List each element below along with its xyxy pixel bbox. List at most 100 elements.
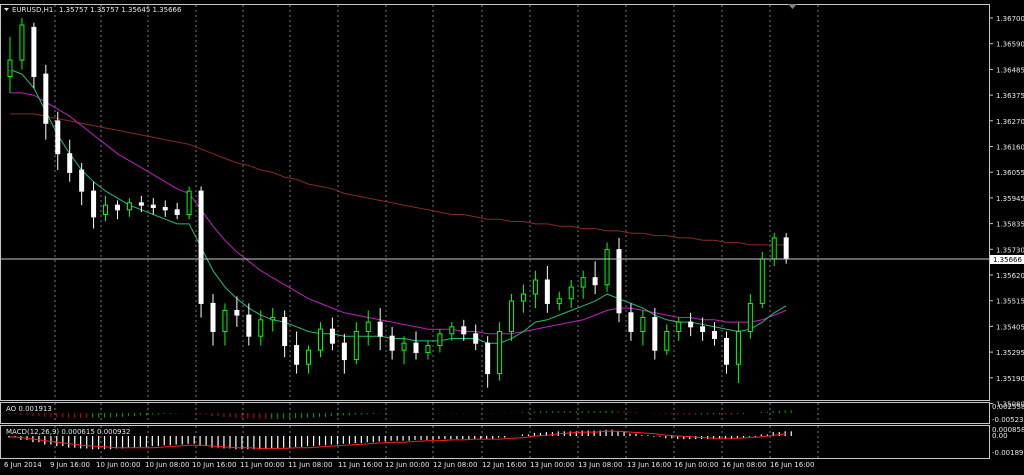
candle[interactable] [747,294,753,339]
candle[interactable] [688,312,694,337]
candle[interactable] [437,329,443,353]
candle-body [652,316,658,351]
time-axis-label: 11 Jun 16:00 [338,461,382,469]
candle[interactable] [234,296,240,327]
candle-body [174,209,180,216]
candle[interactable] [138,195,144,213]
candle[interactable] [497,322,503,381]
candle[interactable] [198,186,204,318]
time-axis-label: 10 Jun 00:00 [96,461,140,469]
candle[interactable] [485,336,491,388]
candle[interactable] [520,284,526,313]
candle[interactable] [162,200,168,217]
price-axis-label: 1.36590 [996,41,1024,49]
candle[interactable] [413,331,419,360]
candle[interactable] [700,317,706,341]
candle-body [676,321,682,332]
candle-body [365,321,371,332]
candle[interactable] [580,270,586,299]
candle[interactable] [31,22,37,89]
dropdown-arrow-icon[interactable] [4,8,9,11]
candle-body [723,338,729,365]
candle[interactable] [712,322,718,346]
candle[interactable] [425,340,431,360]
candle-body [186,190,192,216]
candle[interactable] [282,310,288,358]
time-axis-label: 16 Jun 16:00 [770,461,814,469]
candle[interactable] [103,195,109,222]
candle-body [306,349,312,365]
candle[interactable] [676,317,682,341]
time-axis-label: 12 Jun 08:00 [433,461,477,469]
candle-body [19,24,25,61]
candle[interactable] [544,265,550,313]
candle[interactable] [556,291,562,311]
candle[interactable] [150,198,156,215]
candle[interactable] [114,200,120,220]
candle[interactable] [246,303,252,346]
ao-histogram [8,410,792,419]
candle[interactable] [377,308,383,351]
candle[interactable] [306,345,312,374]
candle[interactable] [210,294,216,346]
candle[interactable] [473,324,479,351]
candle[interactable] [664,324,670,355]
candle[interactable] [401,336,407,365]
candle[interactable] [532,270,538,309]
candle[interactable] [186,186,192,220]
candle-body [413,342,419,354]
main-price-panel[interactable] [0,4,990,401]
candle[interactable] [628,303,634,341]
candle-body [389,335,395,351]
candle[interactable] [7,36,13,93]
candle[interactable] [67,139,73,182]
candle[interactable] [759,251,765,309]
ohlc-label: 1.35757 1.35757 1.35645 1.35666 [59,6,182,14]
candle[interactable] [222,303,228,346]
candle[interactable] [79,163,85,206]
candle[interactable] [568,280,574,309]
candle[interactable] [19,18,25,70]
candle[interactable] [353,322,359,365]
candle[interactable] [652,308,658,360]
macd-axis-zero: 0.00 [992,432,1008,440]
candle-body [556,298,562,304]
candlestick-series[interactable] [7,18,789,388]
chart-shift-marker-icon[interactable] [788,4,797,9]
candle[interactable] [91,181,97,229]
candle[interactable] [640,310,646,346]
candle-body [700,326,706,332]
candle-body [234,309,240,316]
macd-indicator-panel[interactable] [0,425,990,459]
candle[interactable] [735,322,741,383]
candle[interactable] [592,261,598,295]
candle[interactable] [449,322,455,341]
candle[interactable] [389,326,395,360]
price-axis-label: 1.36700 [996,15,1024,23]
candle[interactable] [258,310,264,346]
candle[interactable] [616,237,622,323]
candle-body [568,286,574,300]
candle[interactable] [461,319,467,341]
candle[interactable] [294,331,300,374]
candle-body [759,258,765,304]
candle[interactable] [174,202,180,220]
candle[interactable] [55,111,61,171]
candle[interactable] [317,322,323,358]
candle[interactable] [365,310,371,346]
candle[interactable] [126,198,132,217]
candle-body [79,169,85,192]
candle[interactable] [509,294,515,341]
candle-body [688,321,694,328]
candle[interactable] [604,242,610,292]
candle-body [473,333,479,344]
candle[interactable] [329,317,335,351]
candle[interactable] [43,64,49,140]
candle[interactable] [723,331,729,374]
macd-axis-bottom: -0.001897 [992,449,1024,457]
candle[interactable] [341,333,347,374]
ao-indicator-panel[interactable] [0,402,990,424]
candle[interactable] [270,308,276,332]
